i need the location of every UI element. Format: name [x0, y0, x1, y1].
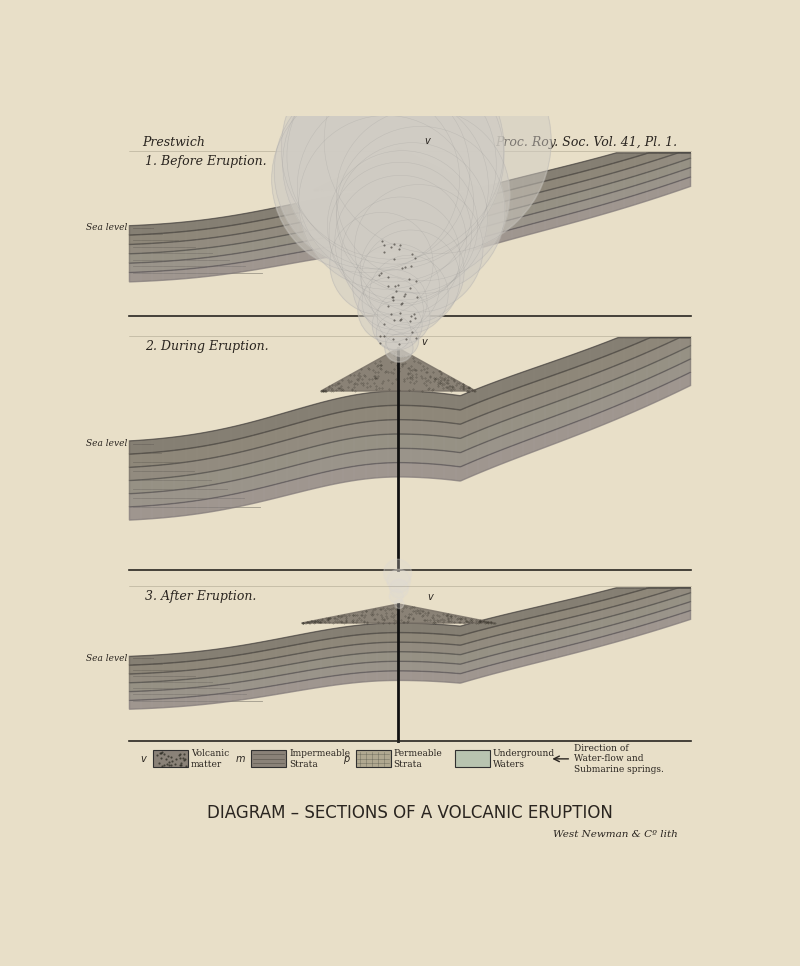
Circle shape [327, 151, 478, 300]
Polygon shape [130, 372, 690, 520]
Circle shape [385, 334, 413, 362]
Polygon shape [130, 611, 690, 709]
Text: 1. Before Eruption.: 1. Before Eruption. [145, 156, 266, 168]
Bar [251, 751, 286, 767]
Circle shape [329, 162, 471, 303]
Text: Sea level: Sea level [86, 654, 127, 663]
Circle shape [324, 28, 551, 254]
Text: West Newman & Cº lith: West Newman & Cº lith [553, 831, 678, 839]
Polygon shape [130, 346, 690, 494]
Bar [455, 751, 490, 767]
Circle shape [362, 230, 460, 328]
Circle shape [272, 86, 460, 272]
Text: Permeable
Strata: Permeable Strata [394, 750, 442, 769]
Circle shape [384, 559, 411, 587]
Circle shape [353, 243, 439, 329]
Polygon shape [130, 588, 690, 683]
Text: DIAGRAM – SECTIONS OF A VOLCANIC ERUPTION: DIAGRAM – SECTIONS OF A VOLCANIC ERUPTIO… [207, 805, 613, 822]
Polygon shape [130, 153, 690, 244]
Text: Prestwich: Prestwich [142, 136, 206, 149]
Text: v: v [141, 753, 146, 764]
Text: v: v [424, 136, 430, 147]
Circle shape [390, 580, 408, 598]
Polygon shape [130, 602, 690, 700]
Circle shape [386, 324, 418, 356]
Circle shape [394, 599, 404, 609]
Polygon shape [130, 593, 690, 692]
Polygon shape [130, 167, 690, 272]
Circle shape [358, 277, 423, 342]
Text: v: v [422, 336, 427, 347]
Polygon shape [130, 588, 690, 666]
Text: Impermeable
Strata: Impermeable Strata [289, 750, 350, 769]
Circle shape [337, 143, 487, 293]
Polygon shape [130, 359, 690, 507]
Bar [356, 751, 390, 767]
Text: Volcanic
matter: Volcanic matter [190, 750, 229, 769]
Circle shape [390, 589, 403, 603]
Circle shape [387, 569, 410, 592]
Polygon shape [321, 348, 476, 391]
Circle shape [298, 115, 474, 289]
Text: Direction of
Water-flow and
Submarine springs.: Direction of Water-flow and Submarine sp… [574, 744, 664, 774]
Text: p: p [343, 753, 350, 764]
Circle shape [378, 291, 430, 344]
Polygon shape [130, 153, 690, 235]
Polygon shape [130, 177, 690, 282]
Circle shape [298, 92, 489, 282]
Circle shape [282, 58, 496, 270]
Text: Underground
Waters: Underground Waters [493, 750, 555, 769]
Circle shape [274, 74, 470, 269]
Circle shape [330, 213, 433, 315]
Polygon shape [130, 338, 690, 454]
Text: 3. After Eruption.: 3. After Eruption. [145, 590, 256, 603]
Circle shape [341, 197, 460, 315]
Text: Sea level: Sea level [86, 223, 127, 232]
Polygon shape [130, 158, 690, 263]
Text: m: m [235, 753, 245, 764]
Circle shape [282, 38, 504, 259]
Circle shape [337, 127, 505, 294]
Circle shape [376, 315, 411, 350]
Circle shape [287, 48, 504, 264]
Circle shape [372, 300, 422, 350]
Polygon shape [313, 148, 484, 190]
Circle shape [360, 219, 464, 323]
Text: 2. During Eruption.: 2. During Eruption. [145, 340, 269, 353]
Circle shape [354, 185, 483, 312]
Circle shape [335, 176, 466, 306]
Circle shape [336, 108, 510, 281]
Polygon shape [302, 604, 495, 623]
Circle shape [370, 255, 448, 333]
Polygon shape [130, 153, 690, 254]
Bar [153, 751, 187, 767]
Text: v: v [427, 592, 433, 603]
Polygon shape [130, 338, 690, 468]
Circle shape [362, 270, 427, 334]
Text: Proc. Roy. Soc. Vol. 41, Pl. 1.: Proc. Roy. Soc. Vol. 41, Pl. 1. [495, 136, 678, 149]
Polygon shape [130, 588, 690, 674]
Polygon shape [130, 338, 690, 480]
Text: Sea level: Sea level [86, 440, 127, 448]
